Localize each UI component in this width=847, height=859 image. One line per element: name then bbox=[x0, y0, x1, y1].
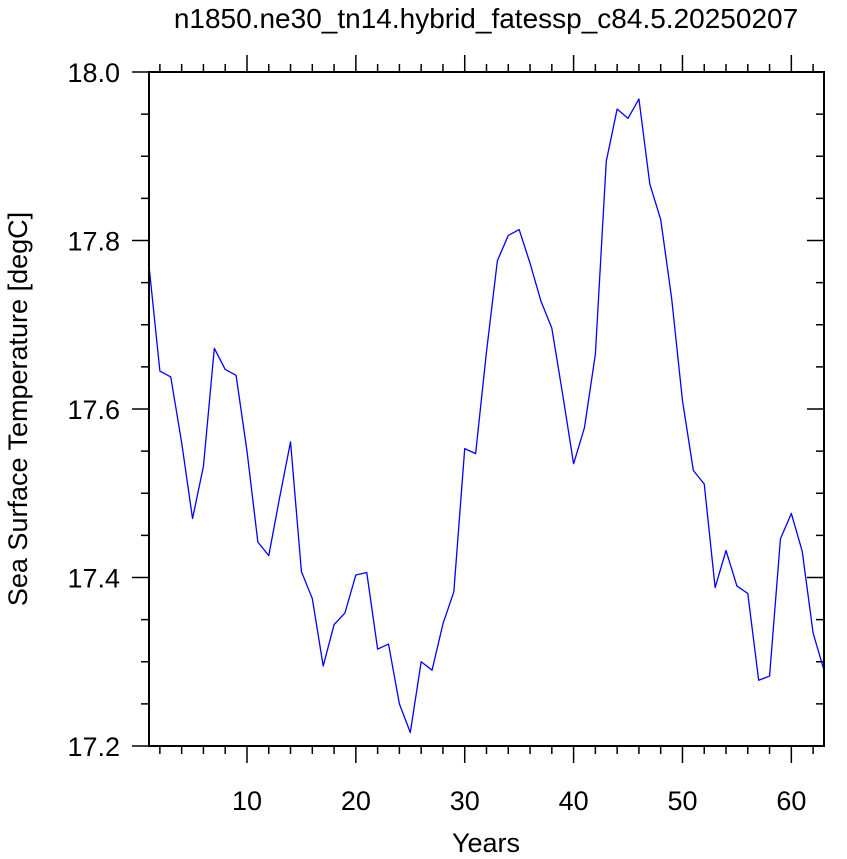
tick-labels: 10 20 30 40 50 60 17.2 17.4 17.6 17.8 18.0 bbox=[67, 58, 806, 816]
y-tick-label: 17.6 bbox=[67, 395, 120, 425]
x-tick-label: 10 bbox=[232, 786, 262, 816]
x-tick-label: 40 bbox=[559, 786, 589, 816]
x-axis-label: Years bbox=[452, 828, 520, 858]
series-line bbox=[148, 98, 825, 734]
axis-ticks bbox=[132, 55, 824, 763]
plot-frame bbox=[148, 71, 825, 747]
x-tick-label: 50 bbox=[667, 786, 697, 816]
y-tick-label: 18.0 bbox=[67, 58, 120, 88]
y-tick-label: 17.8 bbox=[67, 227, 120, 257]
y-tick-label: 17.4 bbox=[67, 564, 120, 594]
x-tick-label: 30 bbox=[450, 786, 480, 816]
x-tick-label: 60 bbox=[776, 786, 806, 816]
x-tick-label: 20 bbox=[341, 786, 371, 816]
chart-title: n1850.ne30_tn14.hybrid_fatessp_c84.5.202… bbox=[174, 3, 798, 34]
y-axis-label: Sea Surface Temperature [degC] bbox=[3, 212, 33, 606]
y-tick-label: 17.2 bbox=[67, 732, 120, 762]
